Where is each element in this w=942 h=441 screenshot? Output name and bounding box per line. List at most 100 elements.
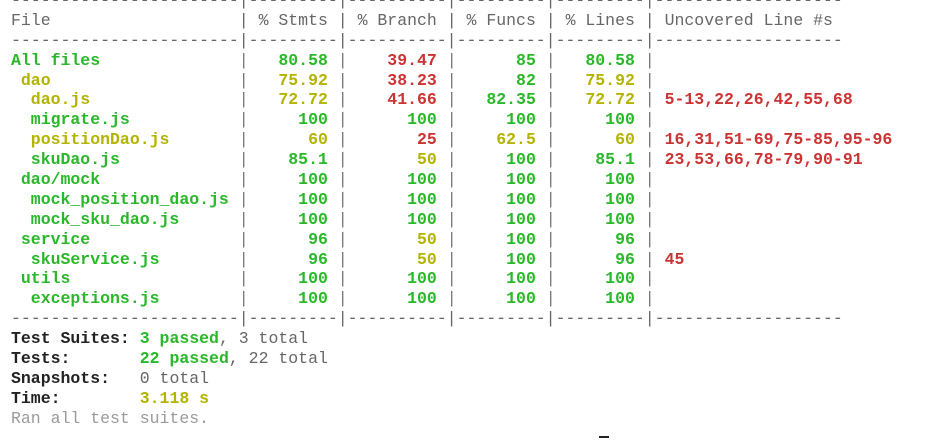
file-cell: All files [11,50,229,70]
header-stmts: % Stmts [258,10,328,30]
stmts-cell: 100 [258,170,328,190]
lines-cell: 80.58 [565,50,635,70]
header-uncovered: Uncovered Line #s [664,10,833,30]
branch-cell: 41.66 [357,90,437,110]
branch-cell: 50 [357,249,437,269]
lines-cell: 100 [565,289,635,309]
stmts-cell: 72.72 [258,90,328,110]
table-top-border: -----------------------|---------|------… [11,0,843,10]
time-label: Time: [11,388,140,408]
tests-passed: 22 passed [139,349,229,369]
uncovered-cell: 16,31,51-69,75-85,95-96 [664,130,893,150]
table-row: dao | 75.92 | 38.23 | 82 | 75.92 | [11,70,665,90]
file-cell: skuDao.js [11,150,229,170]
test-suites-total: , 3 total [218,329,309,349]
header-file: File [11,10,229,30]
uncovered-cell: 23,53,66,78-79,90-91 [664,150,863,170]
file-cell: exceptions.js [11,289,229,309]
snapshots-label: Snapshots: [11,368,140,388]
stmts-cell: 100 [258,289,328,309]
table-row: positionDao.js | 60 | 25 | 62.5 | 60 | 1… [11,130,893,150]
funcs-cell: 85 [466,50,536,70]
lines-cell: 96 [565,229,635,249]
table-row: mock_position_dao.js | 100 | 100 | 100 |… [11,189,665,209]
funcs-cell: 100 [466,189,536,209]
coverage-rows: All files | 80.58 | 39.47 | 85 | 80.58 |… [11,51,942,310]
test-suites-label: Test Suites: [11,329,140,349]
table-row: service | 96 | 50 | 100 | 96 | [11,229,665,249]
file-cell: dao.js [11,90,229,110]
table-row: dao.js | 72.72 | 41.66 | 82.35 | 72.72 |… [11,90,853,110]
header-funcs: % Funcs [466,10,536,30]
table-row: migrate.js | 100 | 100 | 100 | 100 | [11,110,665,130]
funcs-cell: 82 [466,70,536,90]
uncovered-cell: 5-13,22,26,42,55,68 [664,90,853,110]
table-row: mock_sku_dao.js | 100 | 100 | 100 | 100 … [11,209,665,229]
table-row: All files | 80.58 | 39.47 | 85 | 80.58 | [11,50,665,70]
funcs-cell: 62.5 [466,130,536,150]
stmts-cell: 75.92 [258,70,328,90]
branch-cell: 100 [357,170,437,190]
funcs-cell: 82.35 [466,90,536,110]
header-lines: % Lines [565,10,635,30]
header-branch: % Branch [357,10,437,30]
lines-cell: 100 [565,209,635,229]
stmts-cell: 96 [258,249,328,269]
stmts-cell: 80.58 [258,50,328,70]
branch-cell: 50 [357,150,437,170]
terminal-cursor [599,436,609,438]
branch-cell: 100 [357,209,437,229]
stmts-cell: 100 [258,189,328,209]
stmts-cell: 100 [258,209,328,229]
time-line: Time: 3.118 s [11,389,942,409]
tests-total: , 22 total [228,349,328,369]
file-cell: service [11,229,229,249]
tests-line: Tests: 22 passed, 22 total [11,349,942,369]
branch-cell: 50 [357,229,437,249]
lines-cell: 60 [565,130,635,150]
table-header-border: -----------------------|---------|------… [11,30,843,50]
snapshots-line: Snapshots: 0 total [11,369,942,389]
branch-cell: 100 [357,110,437,130]
file-cell: dao [11,70,229,90]
table-row: skuDao.js | 85.1 | 50 | 100 | 85.1 | 23,… [11,150,863,170]
file-cell: dao/mock [11,170,229,190]
branch-cell: 38.23 [357,70,437,90]
funcs-cell: 100 [466,249,536,269]
stmts-cell: 100 [258,269,328,289]
branch-cell: 25 [357,130,437,150]
table-row: exceptions.js | 100 | 100 | 100 | 100 | [11,289,665,309]
file-cell: mock_position_dao.js [11,189,229,209]
time-value: 3.118 s [139,388,210,408]
table-row: skuService.js | 96 | 50 | 100 | 96 | 45 [11,249,685,269]
stmts-cell: 96 [258,229,328,249]
branch-cell: 39.47 [357,50,437,70]
lines-cell: 75.92 [565,70,635,90]
table-bottom-border: -----------------------|---------|------… [11,309,843,329]
stmts-cell: 60 [258,130,328,150]
table-row: utils | 100 | 100 | 100 | 100 | [11,269,665,289]
lines-cell: 85.1 [565,150,635,170]
ran-all-message: Ran all test suites. [11,408,210,428]
tests-label: Tests: [11,349,140,369]
file-cell: skuService.js [11,249,229,269]
test-suites-passed: 3 passed [139,329,219,349]
terminal-output: -----------------------|---------|------… [11,0,942,428]
lines-cell: 100 [565,170,635,190]
stmts-cell: 85.1 [258,150,328,170]
funcs-cell: 100 [466,110,536,130]
table-row: dao/mock | 100 | 100 | 100 | 100 | [11,170,665,190]
lines-cell: 72.72 [565,90,635,110]
stmts-cell: 100 [258,110,328,130]
test-suites-line: Test Suites: 3 passed, 3 total [11,329,942,349]
table-header-row: File | % Stmts | % Branch | % Funcs | % … [11,10,833,30]
funcs-cell: 100 [466,170,536,190]
file-cell: migrate.js [11,110,229,130]
uncovered-cell: 45 [664,249,685,269]
funcs-cell: 100 [466,289,536,309]
funcs-cell: 100 [466,150,536,170]
branch-cell: 100 [357,289,437,309]
lines-cell: 100 [565,110,635,130]
funcs-cell: 100 [466,209,536,229]
funcs-cell: 100 [466,269,536,289]
